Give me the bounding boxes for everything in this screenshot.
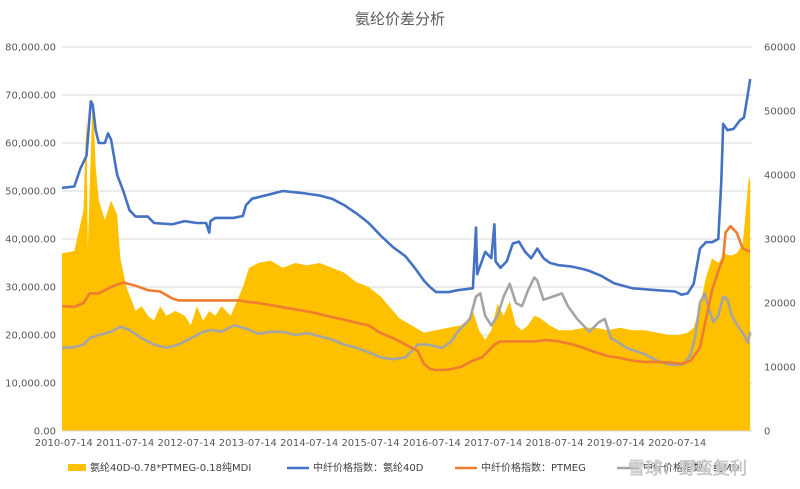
x-tick-label: 2012-07-14 — [157, 438, 215, 449]
series-area-spread — [62, 95, 751, 431]
x-tick-label: 2016-07-14 — [403, 438, 461, 449]
legend: 氨纶40D-0.78*PTMEG-0.18纯MDI 中纤价格指数：氨纶40D 中纤价… — [68, 461, 742, 474]
legend-label: 中纤价格指数：氨纶40D — [313, 461, 424, 474]
y-right-tick-label: 20000 — [764, 299, 796, 310]
y-left-tick-label: 50,000.00 — [5, 187, 56, 198]
y-left-tick-label: 40,000.00 — [5, 235, 56, 246]
y-right-tick-label: 0 — [764, 427, 770, 438]
y-right-tick-label: 30000 — [764, 235, 796, 246]
x-tick-label: 2019-07-14 — [587, 438, 645, 449]
series-line-2 — [61, 224, 751, 372]
y-axis-right: 0 10000 20000 30000 40000 50000 60000 — [764, 43, 796, 438]
x-tick-label: 2017-07-14 — [464, 438, 522, 449]
y-right-tick-label: 40000 — [764, 171, 796, 182]
x-tick-label: 2015-07-14 — [341, 438, 399, 449]
y-right-tick-label: 60000 — [764, 43, 796, 54]
x-tick-label: 2014-07-14 — [280, 438, 338, 449]
y-left-tick-label: 20,000.00 — [5, 331, 56, 342]
x-tick-label: 2018-07-14 — [525, 438, 583, 449]
y-left-tick-label: 10,000.00 — [5, 379, 56, 390]
legend-label: 中纤价格指数：纯MDI — [643, 461, 742, 474]
y-right-tick-label: 50000 — [764, 107, 796, 118]
y-left-tick-label: 60,000.00 — [5, 139, 56, 150]
x-axis: 2010-07-14 2011-07-14 2012-07-14 2013-07-14… — [35, 430, 752, 449]
x-tick-label: 2020-07-14 — [648, 438, 706, 449]
watermark-text: 雪球：野蛮复利 — [628, 458, 747, 479]
y-right-tick-label: 10000 — [764, 363, 796, 374]
series-line-3 — [61, 276, 752, 367]
y-left-tick-label: 70,000.00 — [5, 91, 56, 102]
line-series — [61, 78, 752, 372]
y-left-tick-label: 30,000.00 — [5, 283, 56, 294]
series-line-1 — [61, 78, 752, 297]
watermark: 雪球：野蛮复利 — [628, 458, 747, 479]
area-series — [62, 95, 751, 431]
x-tick-label: 2010-07-14 — [35, 438, 93, 449]
legend-label: 氨纶40D-0.78*PTMEG-0.18纯MDI — [90, 461, 251, 474]
y-left-tick-label: 80,000.00 — [5, 43, 56, 54]
y-left-tick-label: 0.00 — [34, 427, 56, 438]
legend-label: 中纤价格指数：PTMEG — [481, 461, 586, 474]
chart-title: 氨纶价差分析 — [355, 10, 445, 28]
y-axis-left: 0.00 10,000.00 20,000.00 30,000.00 40,000.00… — [5, 43, 56, 438]
x-tick-label: 2011-07-14 — [96, 438, 154, 449]
legend-swatch-area — [68, 464, 86, 471]
x-tick-label: 2013-07-14 — [219, 438, 277, 449]
